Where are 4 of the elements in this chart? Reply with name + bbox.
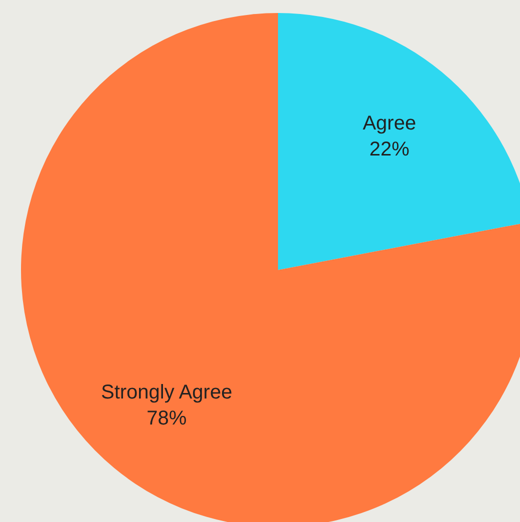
slice-label: Agree: [362, 112, 416, 134]
data-label: 78%: [146, 408, 187, 430]
slice-label: Strongly Agree: [101, 382, 232, 404]
data-label: 22%: [369, 138, 410, 160]
